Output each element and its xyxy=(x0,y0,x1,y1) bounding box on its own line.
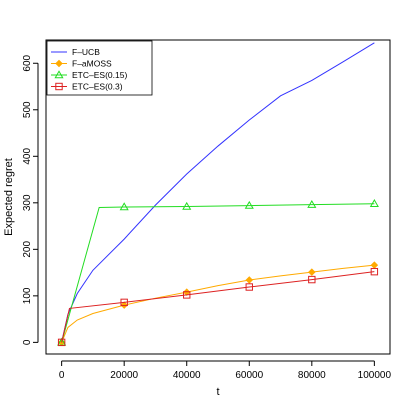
legend-label: F–aMOSS xyxy=(72,59,112,69)
legend-marker xyxy=(54,70,64,79)
series-point xyxy=(245,276,254,284)
x-tick-label: 80000 xyxy=(298,370,326,381)
series-point xyxy=(57,337,67,346)
series-point xyxy=(119,202,129,211)
series-3 xyxy=(57,267,379,347)
legend-entry: ETC–ES(0.3) xyxy=(51,82,123,92)
x-tick-label: 60000 xyxy=(235,370,263,381)
series-point xyxy=(307,199,317,208)
series-0 xyxy=(61,42,375,343)
y-tick-label: 0 xyxy=(22,339,33,345)
legend-label: ETC–ES(0.15) xyxy=(72,70,127,80)
y-tick-label: 500 xyxy=(22,101,33,118)
y-tick-label: 300 xyxy=(22,194,33,211)
series-point xyxy=(120,298,128,307)
plot-frame xyxy=(45,39,391,355)
x-tick-label: 0 xyxy=(59,370,65,381)
legend-label: ETC–ES(0.3) xyxy=(72,82,123,92)
x-tick-label: 20000 xyxy=(110,370,138,381)
series-point xyxy=(57,338,66,347)
legend-marker xyxy=(55,82,63,91)
y-axis: 0 100 200 300 400 500 600 xyxy=(22,54,39,345)
series-line xyxy=(61,42,375,343)
y-tick-label: 200 xyxy=(22,241,33,258)
series-point xyxy=(369,199,379,207)
y-tick-label: 400 xyxy=(22,148,33,165)
series-point xyxy=(182,201,192,210)
x-axis-label: t xyxy=(216,386,219,398)
legend-entry: ETC–ES(0.15) xyxy=(51,70,127,80)
series-point xyxy=(308,275,316,284)
series-2 xyxy=(57,199,379,346)
series-line xyxy=(61,271,375,343)
x-tick-label: 40000 xyxy=(173,370,201,381)
x-tick-label: 100000 xyxy=(358,370,392,381)
y-axis-label: Expected regret xyxy=(3,158,15,236)
series-point xyxy=(370,267,379,276)
series-layer xyxy=(57,42,379,347)
series-point xyxy=(183,291,191,299)
series-point xyxy=(245,283,253,291)
legend-marker xyxy=(55,59,63,68)
series-point xyxy=(244,200,254,209)
y-tick-label: 600 xyxy=(22,54,33,71)
y-tick-label: 100 xyxy=(22,287,33,304)
legend-label: F–UCB xyxy=(72,47,100,57)
x-axis: 0 20000 40000 60000 80000 100000 xyxy=(59,360,392,381)
legend-entry: F–aMOSS xyxy=(51,59,112,69)
series-point xyxy=(308,268,316,276)
series-line xyxy=(61,203,375,343)
legend-entry: F–UCB xyxy=(51,47,100,57)
